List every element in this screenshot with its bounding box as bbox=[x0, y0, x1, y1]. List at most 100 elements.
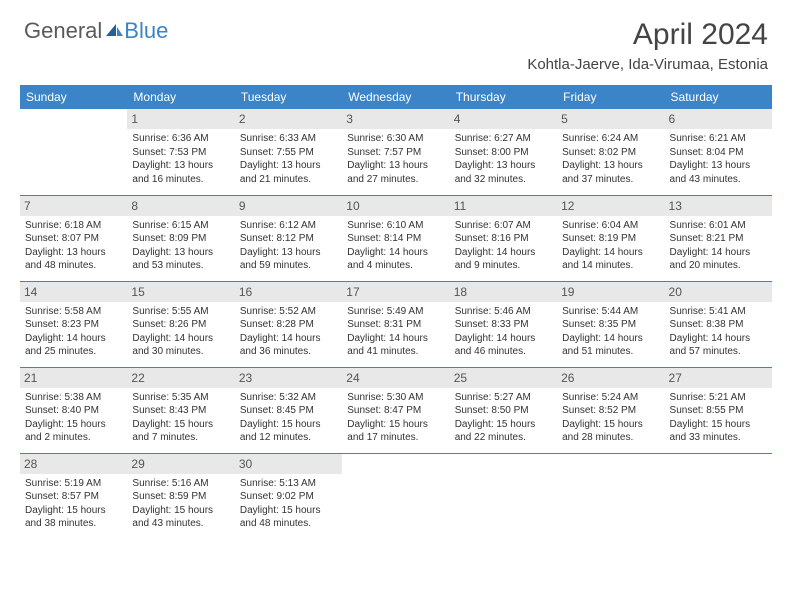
daylight-text: and 48 minutes. bbox=[25, 259, 122, 273]
sunrise-text: Sunrise: 5:19 AM bbox=[25, 477, 122, 491]
daylight-text: and 32 minutes. bbox=[455, 173, 552, 187]
sunset-text: Sunset: 8:28 PM bbox=[240, 318, 337, 332]
daylight-text: Daylight: 15 hours bbox=[132, 504, 229, 518]
day-number: 25 bbox=[450, 368, 557, 388]
sunset-text: Sunset: 8:23 PM bbox=[25, 318, 122, 332]
day-number: 3 bbox=[342, 109, 449, 129]
calendar-day: 12Sunrise: 6:04 AMSunset: 8:19 PMDayligh… bbox=[557, 195, 664, 281]
day-number: 19 bbox=[557, 282, 664, 302]
daylight-text: and 12 minutes. bbox=[240, 431, 337, 445]
daylight-text: and 37 minutes. bbox=[562, 173, 659, 187]
sail-icon bbox=[104, 18, 124, 44]
calendar-week: 21Sunrise: 5:38 AMSunset: 8:40 PMDayligh… bbox=[20, 367, 772, 453]
calendar-day: 1Sunrise: 6:36 AMSunset: 7:53 PMDaylight… bbox=[127, 109, 234, 195]
daylight-text: Daylight: 14 hours bbox=[670, 332, 767, 346]
calendar-day: 20Sunrise: 5:41 AMSunset: 8:38 PMDayligh… bbox=[665, 281, 772, 367]
daylight-text: Daylight: 13 hours bbox=[240, 159, 337, 173]
calendar-day bbox=[557, 453, 664, 539]
day-header: Monday bbox=[127, 85, 234, 109]
daylight-text: and 43 minutes. bbox=[132, 517, 229, 531]
sunset-text: Sunset: 8:50 PM bbox=[455, 404, 552, 418]
daylight-text: Daylight: 13 hours bbox=[455, 159, 552, 173]
daylight-text: Daylight: 15 hours bbox=[670, 418, 767, 432]
month-title: April 2024 bbox=[527, 18, 768, 52]
day-number: 2 bbox=[235, 109, 342, 129]
sunset-text: Sunset: 9:02 PM bbox=[240, 490, 337, 504]
day-number: 4 bbox=[450, 109, 557, 129]
sunrise-text: Sunrise: 5:49 AM bbox=[347, 305, 444, 319]
logo: General Blue bbox=[24, 18, 168, 44]
day-number: 9 bbox=[235, 196, 342, 216]
sunrise-text: Sunrise: 6:07 AM bbox=[455, 219, 552, 233]
sunset-text: Sunset: 8:00 PM bbox=[455, 146, 552, 160]
daylight-text: and 7 minutes. bbox=[132, 431, 229, 445]
calendar-day: 8Sunrise: 6:15 AMSunset: 8:09 PMDaylight… bbox=[127, 195, 234, 281]
calendar-day: 7Sunrise: 6:18 AMSunset: 8:07 PMDaylight… bbox=[20, 195, 127, 281]
sunrise-text: Sunrise: 5:13 AM bbox=[240, 477, 337, 491]
sunrise-text: Sunrise: 5:32 AM bbox=[240, 391, 337, 405]
sunset-text: Sunset: 8:09 PM bbox=[132, 232, 229, 246]
day-number: 27 bbox=[665, 368, 772, 388]
day-number: 8 bbox=[127, 196, 234, 216]
day-number: 20 bbox=[665, 282, 772, 302]
sunset-text: Sunset: 8:31 PM bbox=[347, 318, 444, 332]
day-number: 29 bbox=[127, 454, 234, 474]
daylight-text: Daylight: 13 hours bbox=[347, 159, 444, 173]
calendar-day: 19Sunrise: 5:44 AMSunset: 8:35 PMDayligh… bbox=[557, 281, 664, 367]
calendar-day: 4Sunrise: 6:27 AMSunset: 8:00 PMDaylight… bbox=[450, 109, 557, 195]
daylight-text: Daylight: 15 hours bbox=[455, 418, 552, 432]
calendar-day: 2Sunrise: 6:33 AMSunset: 7:55 PMDaylight… bbox=[235, 109, 342, 195]
daylight-text: Daylight: 14 hours bbox=[347, 332, 444, 346]
daylight-text: and 48 minutes. bbox=[240, 517, 337, 531]
day-number: 10 bbox=[342, 196, 449, 216]
sunrise-text: Sunrise: 5:41 AM bbox=[670, 305, 767, 319]
sunset-text: Sunset: 7:57 PM bbox=[347, 146, 444, 160]
header: General Blue April 2024 Kohtla-Jaerve, I… bbox=[0, 0, 792, 81]
calendar-day: 15Sunrise: 5:55 AMSunset: 8:26 PMDayligh… bbox=[127, 281, 234, 367]
daylight-text: Daylight: 14 hours bbox=[455, 246, 552, 260]
sunrise-text: Sunrise: 6:18 AM bbox=[25, 219, 122, 233]
daylight-text: and 21 minutes. bbox=[240, 173, 337, 187]
daylight-text: Daylight: 14 hours bbox=[670, 246, 767, 260]
calendar-day: 18Sunrise: 5:46 AMSunset: 8:33 PMDayligh… bbox=[450, 281, 557, 367]
sunrise-text: Sunrise: 5:38 AM bbox=[25, 391, 122, 405]
calendar-day bbox=[665, 453, 772, 539]
day-header: Thursday bbox=[450, 85, 557, 109]
sunset-text: Sunset: 8:04 PM bbox=[670, 146, 767, 160]
calendar-day: 16Sunrise: 5:52 AMSunset: 8:28 PMDayligh… bbox=[235, 281, 342, 367]
calendar-day: 29Sunrise: 5:16 AMSunset: 8:59 PMDayligh… bbox=[127, 453, 234, 539]
location: Kohtla-Jaerve, Ida-Virumaa, Estonia bbox=[527, 56, 768, 73]
calendar-day: 9Sunrise: 6:12 AMSunset: 8:12 PMDaylight… bbox=[235, 195, 342, 281]
daylight-text: and 22 minutes. bbox=[455, 431, 552, 445]
daylight-text: Daylight: 15 hours bbox=[25, 418, 122, 432]
sunrise-text: Sunrise: 6:04 AM bbox=[562, 219, 659, 233]
sunrise-text: Sunrise: 6:24 AM bbox=[562, 132, 659, 146]
logo-text-blue: Blue bbox=[124, 18, 168, 44]
day-number: 1 bbox=[127, 109, 234, 129]
daylight-text: and 41 minutes. bbox=[347, 345, 444, 359]
day-number: 26 bbox=[557, 368, 664, 388]
day-number: 12 bbox=[557, 196, 664, 216]
day-number: 23 bbox=[235, 368, 342, 388]
day-header: Saturday bbox=[665, 85, 772, 109]
daylight-text: Daylight: 14 hours bbox=[347, 246, 444, 260]
daylight-text: Daylight: 14 hours bbox=[562, 332, 659, 346]
day-number: 6 bbox=[665, 109, 772, 129]
day-number: 7 bbox=[20, 196, 127, 216]
daylight-text: Daylight: 14 hours bbox=[25, 332, 122, 346]
calendar-head: SundayMondayTuesdayWednesdayThursdayFrid… bbox=[20, 85, 772, 109]
calendar-day bbox=[342, 453, 449, 539]
daylight-text: and 14 minutes. bbox=[562, 259, 659, 273]
daylight-text: and 43 minutes. bbox=[670, 173, 767, 187]
sunrise-text: Sunrise: 6:10 AM bbox=[347, 219, 444, 233]
sunrise-text: Sunrise: 5:21 AM bbox=[670, 391, 767, 405]
day-number: 18 bbox=[450, 282, 557, 302]
daylight-text: Daylight: 14 hours bbox=[240, 332, 337, 346]
day-number: 13 bbox=[665, 196, 772, 216]
sunset-text: Sunset: 8:16 PM bbox=[455, 232, 552, 246]
daylight-text: and 33 minutes. bbox=[670, 431, 767, 445]
daylight-text: and 46 minutes. bbox=[455, 345, 552, 359]
daylight-text: Daylight: 13 hours bbox=[240, 246, 337, 260]
calendar-day: 10Sunrise: 6:10 AMSunset: 8:14 PMDayligh… bbox=[342, 195, 449, 281]
day-number: 5 bbox=[557, 109, 664, 129]
